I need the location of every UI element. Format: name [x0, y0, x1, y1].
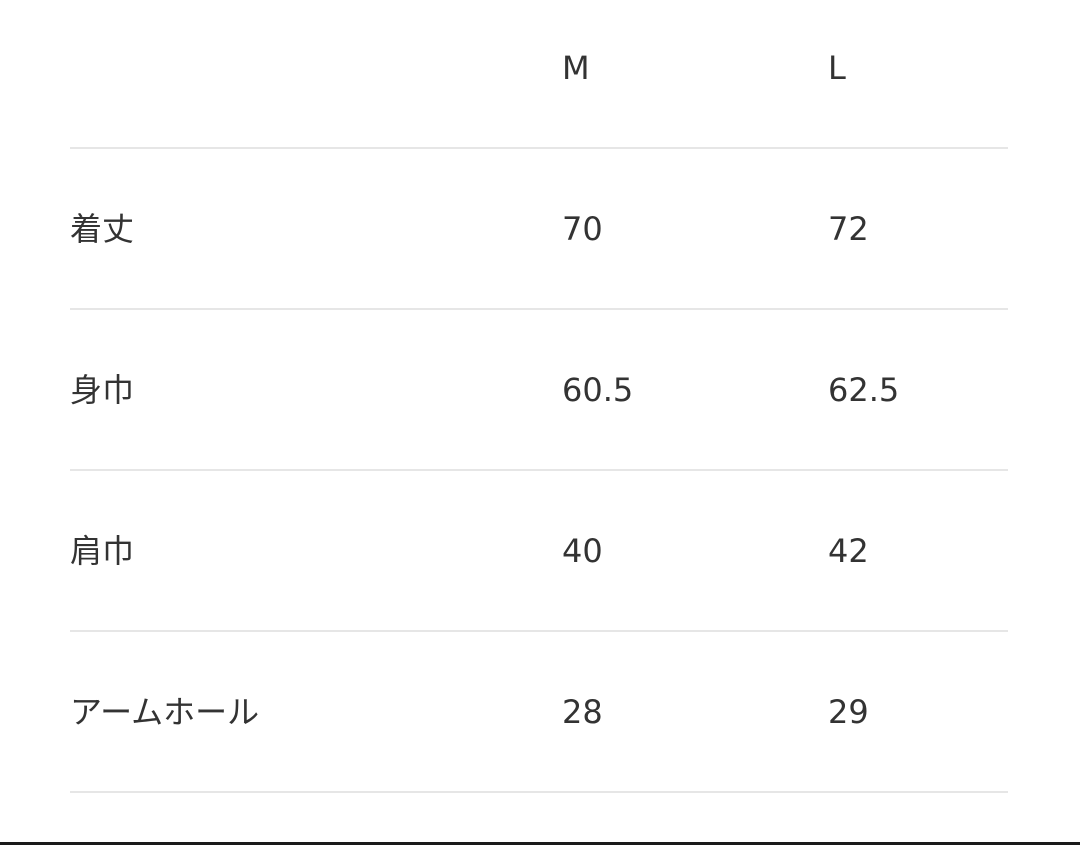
value-m: 70 — [562, 210, 603, 248]
bottom-edge — [0, 842, 1080, 845]
value-m: 28 — [562, 693, 603, 731]
value-l: 72 — [828, 210, 869, 248]
table-row: 着丈 70 72 — [70, 209, 1008, 249]
header-size-m: M — [562, 49, 590, 87]
divider — [70, 791, 1008, 793]
value-m: 40 — [562, 532, 603, 570]
value-l: 29 — [828, 693, 869, 731]
value-l: 62.5 — [828, 371, 900, 409]
header-size-l: L — [828, 49, 846, 87]
value-l: 42 — [828, 532, 869, 570]
table-row: アームホール 28 29 — [70, 692, 1008, 732]
divider — [70, 630, 1008, 632]
divider — [70, 147, 1008, 149]
divider — [70, 308, 1008, 310]
table-header-row: M L — [70, 48, 1008, 88]
row-label: 着丈 — [70, 210, 135, 248]
table-row: 身巾 60.5 62.5 — [70, 370, 1008, 410]
row-label: 身巾 — [70, 371, 135, 409]
table-row: 肩巾 40 42 — [70, 531, 1008, 571]
row-label: 肩巾 — [70, 532, 135, 570]
row-label: アームホール — [70, 693, 260, 731]
value-m: 60.5 — [562, 371, 634, 409]
divider — [70, 469, 1008, 471]
